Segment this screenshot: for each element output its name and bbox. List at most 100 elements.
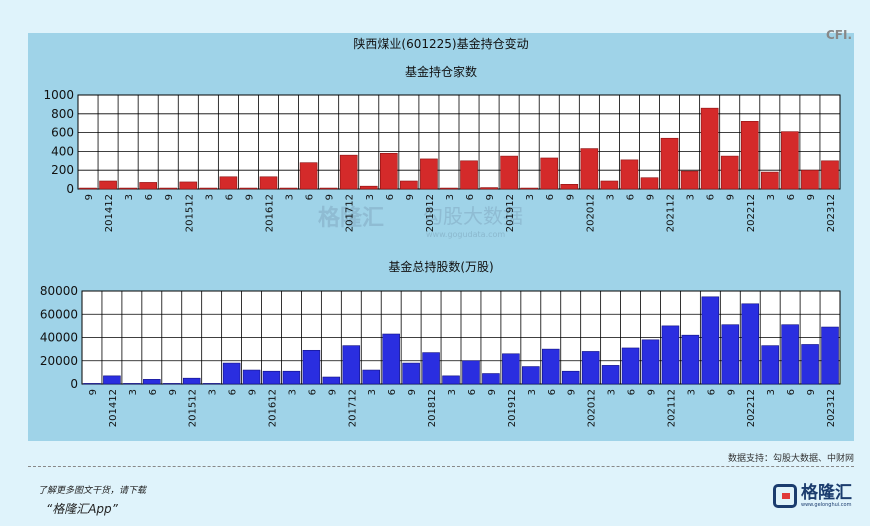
shares-x-tick-label: 3	[447, 389, 458, 395]
watermark-url: www.gogudata.com	[426, 230, 505, 239]
shares-bar	[103, 375, 121, 385]
shares-bar	[522, 366, 540, 385]
holders-bar	[801, 169, 819, 190]
shares-x-tick-label: 202012	[587, 389, 598, 427]
shares-bar	[482, 373, 500, 385]
holders-x-tick-label: 3	[686, 194, 697, 200]
holders-x-tick-label: 201912	[505, 194, 516, 232]
shares-bar	[502, 353, 520, 385]
shares-x-tick-label: 3	[686, 389, 697, 395]
shares-bar	[741, 303, 760, 385]
shares-bar	[202, 383, 221, 385]
shares-x-tick-label: 9	[407, 389, 418, 395]
holders-y-tick-label: 1000	[43, 88, 74, 102]
shares-x-tick-label: 201812	[427, 389, 438, 427]
shares-y-tick-label: 20000	[40, 354, 78, 368]
holders-bar	[480, 187, 498, 190]
holders-bar	[159, 187, 178, 190]
holders-bar	[199, 187, 218, 190]
holders-y-tick-label: 0	[66, 182, 74, 196]
holders-x-tick-label: 3	[525, 194, 536, 200]
shares-bar	[322, 376, 341, 385]
shares-x-tick-label: 6	[228, 389, 239, 395]
shares-bar	[83, 383, 101, 385]
shares-bar	[561, 370, 580, 385]
shares-x-tick-label: 202312	[826, 389, 837, 427]
shares-x-tick-label: 3	[287, 389, 298, 395]
holders-x-tick-label: 6	[465, 194, 476, 200]
shares-bar	[382, 333, 400, 385]
shares-bar	[462, 360, 480, 385]
holders-y-tick-label: 600	[51, 126, 74, 140]
holders-x-tick-label: 9	[806, 194, 817, 200]
holders-x-tick-label: 9	[244, 194, 255, 200]
holders-bar	[500, 155, 518, 190]
holders-bar	[400, 180, 418, 190]
shares-bar	[681, 334, 700, 385]
holders-x-tick-label: 6	[385, 194, 396, 200]
holders-bar	[79, 187, 97, 190]
holders-bar	[440, 187, 458, 190]
data-source-text: 数据支持：勾股大数据、中财网	[727, 454, 854, 464]
shares-y-tick-label: 60000	[40, 307, 78, 321]
shares-bar	[123, 383, 141, 385]
shares-bar	[621, 347, 640, 385]
holders-bar	[660, 137, 679, 190]
shares-x-tick-label: 6	[547, 389, 558, 395]
holders-bar	[680, 170, 699, 190]
holders-x-tick-label: 9	[565, 194, 576, 200]
holders-x-tick-label: 6	[706, 194, 717, 200]
holders-x-tick-label: 6	[625, 194, 636, 200]
holders-x-tick-label: 9	[164, 194, 175, 200]
shares-bar	[342, 345, 361, 385]
holders-bar	[99, 180, 117, 190]
shares-bar	[262, 370, 281, 385]
shares-bar	[661, 325, 680, 385]
shares-x-tick-label: 3	[367, 389, 378, 395]
shares-bar	[143, 379, 161, 385]
holders-bar	[259, 176, 278, 190]
shares-y-tick-label: 80000	[40, 284, 78, 298]
brand-name: 格隆汇	[801, 483, 852, 503]
shares-x-tick-label: 6	[706, 389, 717, 395]
shares-bar	[781, 324, 799, 385]
holders-x-tick-label: 9	[84, 194, 95, 200]
shares-x-tick-label: 3	[766, 389, 777, 395]
shares-bar	[721, 324, 740, 385]
shares-x-tick-label: 201412	[108, 389, 119, 427]
holders-x-tick-label: 9	[646, 194, 657, 200]
shares-bar	[402, 362, 420, 385]
holders-bar	[179, 181, 198, 190]
holders-bar	[460, 160, 478, 190]
holders-x-tick-label: 6	[224, 194, 235, 200]
holders-y-tick-label: 800	[51, 107, 74, 121]
shares-x-tick-label: 201712	[347, 389, 358, 427]
holders-y-tick-label: 400	[51, 144, 74, 158]
divider	[28, 466, 854, 467]
holders-bar	[359, 185, 378, 190]
holders-x-tick-label: 201712	[345, 194, 356, 232]
shares-x-tick-label: 6	[387, 389, 398, 395]
holders-x-tick-label: 202012	[585, 194, 596, 232]
holders-y-tick-label: 200	[51, 163, 74, 177]
shares-bar	[581, 351, 600, 385]
shares-x-tick-label: 6	[467, 389, 478, 395]
holders-bar	[740, 121, 759, 190]
shares-x-tick-label: 3	[128, 389, 139, 395]
holders-x-tick-label: 9	[405, 194, 416, 200]
shares-x-tick-label: 3	[527, 389, 538, 395]
shares-x-tick-label: 201912	[507, 389, 518, 427]
shares-bar	[302, 349, 321, 385]
holders-x-tick-label: 3	[445, 194, 456, 200]
brand-icon	[773, 484, 797, 508]
holders-bar	[319, 187, 338, 190]
holders-bar	[580, 148, 599, 190]
holders-bar	[560, 184, 579, 190]
holders-x-tick-label: 6	[144, 194, 155, 200]
holders-bar	[520, 187, 539, 190]
shares-bar	[162, 383, 181, 385]
holders-x-tick-label: 201812	[425, 194, 436, 232]
holders-bar	[339, 154, 358, 190]
shares-x-tick-label: 9	[248, 389, 259, 395]
holders-x-tick-label: 9	[726, 194, 737, 200]
